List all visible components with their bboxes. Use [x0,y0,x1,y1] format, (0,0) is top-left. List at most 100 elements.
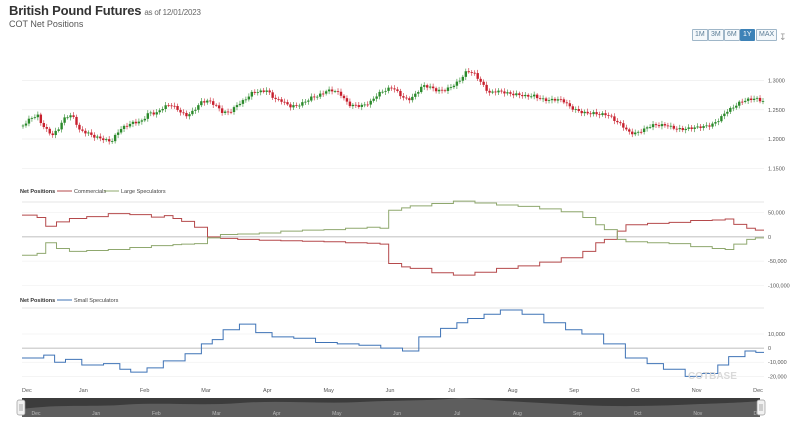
candle-body [339,91,343,96]
candle-body [634,132,637,135]
range-button-3m[interactable]: 3M [708,29,724,41]
range-button-6m[interactable]: 6M [724,29,740,41]
candle-body [636,131,640,133]
candle-body [137,121,141,124]
candle-body [726,111,729,114]
candle-body [286,102,289,105]
candle-body [348,101,352,107]
small-spec-lines [22,309,764,377]
candle-body [518,93,521,96]
candle-body [684,128,687,131]
candle-body [598,114,601,116]
download-icon[interactable]: ↧ [779,32,787,42]
candle-body [280,99,283,102]
range-button-max[interactable]: MAX [756,29,778,41]
candle-body [277,98,280,100]
candle-body [96,136,99,138]
candle-body [752,98,756,100]
candle-body [33,117,37,119]
x-tick-label: Aug [508,388,518,394]
candle-body [194,109,197,111]
candle-body [244,99,248,101]
candle-body [589,113,592,115]
candle-body [128,123,132,127]
candle-body [179,109,182,113]
small-spec-gridlines [22,307,764,377]
x-tick-label: Jan [79,388,88,394]
candle-body [206,100,209,103]
x-tick-label: Jun [386,388,395,394]
candle-body [116,132,120,135]
candle-body [45,127,48,129]
candle-body [354,104,358,106]
candle-body [470,72,473,74]
candle-body [544,98,548,102]
candle-body [681,128,684,131]
y-tick-label: -10,000 [768,360,787,366]
candle-body [158,110,161,113]
x-tick-label: Apr [263,388,272,394]
candle-body [651,124,655,128]
candle-body [164,105,167,109]
candle-body [497,90,500,93]
range-button-1m[interactable]: 1M [692,29,708,41]
candle-body [161,108,164,111]
candle-body [375,96,378,99]
candle-body [262,90,265,92]
candle-body [390,87,393,89]
candle-body [607,115,610,116]
candle-body [414,93,417,97]
candle-body [21,125,25,127]
candle-body [384,90,387,92]
candle-body [54,130,57,136]
candle-body [645,127,649,129]
candle-body [125,125,129,127]
candle-body [708,125,711,127]
candle-body [586,111,589,114]
candle-body [51,133,54,136]
candle-body [72,115,75,117]
candle-body [657,125,661,127]
candle-body [613,116,616,121]
candle-body [232,107,236,113]
candle-body [461,76,465,81]
candle-body [437,89,441,92]
candle-body [42,123,46,128]
candle-body [327,89,331,92]
candle-body [440,89,444,91]
candle-body [705,125,708,127]
y-tick-label: -20,000 [768,374,787,380]
candle-body [675,128,679,130]
candle-body [39,114,43,124]
candle-body [223,111,227,113]
navigator-month-label: Aug [513,411,522,417]
candle-body [521,95,524,97]
candle-body [143,118,147,121]
candle-body [509,92,512,94]
cot-y-axis: 50,000 0 -50,000 -100,000 [768,211,790,290]
navigator-right-handle[interactable] [756,399,766,416]
candle-body [610,115,613,117]
range-button-1y[interactable]: 1Y [740,29,755,41]
candle-body [209,100,212,102]
candle-body [170,105,173,107]
cot-lines [22,200,764,276]
candle-body [235,105,239,108]
candle-body [316,96,319,98]
candle-body [761,101,765,102]
candle-body [455,81,459,86]
candle-body [36,114,40,118]
navigator-month-label: Nov [693,411,702,417]
candle-body [479,78,482,82]
candle-body [363,104,366,106]
navigator-left-handle[interactable] [16,399,26,416]
candle-body [191,110,194,115]
candle-body [595,112,598,115]
x-tick-label: Mar [201,388,211,394]
candle-body [185,112,188,117]
candle-body [366,104,369,106]
candle-body [696,126,699,128]
large-speculators-line [22,200,764,256]
